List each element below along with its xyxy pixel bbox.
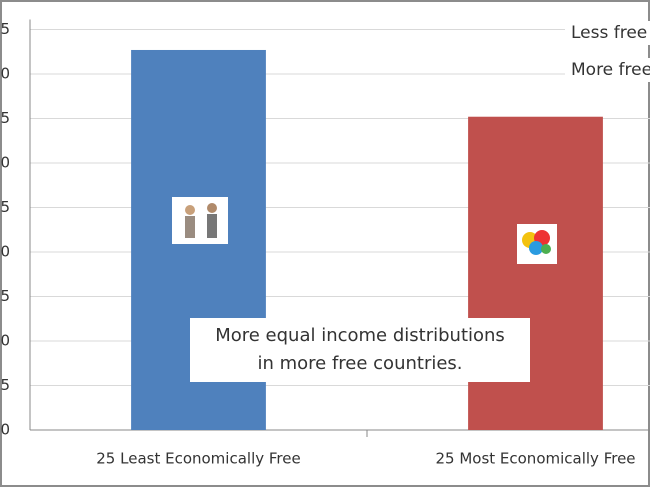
y-tick-label: 0 (0, 421, 10, 439)
y-tick-label: 20 (0, 243, 10, 261)
annotation-box (190, 318, 530, 382)
legend-label: Less free (571, 23, 647, 43)
y-tick-label: 25 (0, 198, 10, 216)
y-tick-label: 45 (0, 20, 10, 38)
y-tick-label: 40 (0, 65, 10, 83)
y-tick-label: 5 (0, 376, 10, 394)
legend-bg (565, 21, 650, 45)
legend-label: More free (571, 60, 650, 80)
bar (468, 116, 603, 430)
icon-left (172, 197, 228, 244)
icon-right (517, 224, 557, 264)
legend-bg (565, 58, 650, 82)
labels: 0 5 10 15 20 25 30 35 40 45 25 Least Economically … (0, 20, 650, 468)
annotation: in more free countries. (257, 353, 462, 374)
annotation: More equal income distributions (215, 325, 505, 346)
y-tick-label: 10 (0, 332, 10, 350)
x-tick-label: 25 Most Economically Free (435, 450, 635, 468)
y-tick-label: 30 (0, 154, 10, 172)
x-tick-label: 25 Least Economically Free (96, 450, 300, 468)
y-tick-label: 15 (0, 287, 10, 305)
y-tick-label: 35 (0, 109, 10, 127)
